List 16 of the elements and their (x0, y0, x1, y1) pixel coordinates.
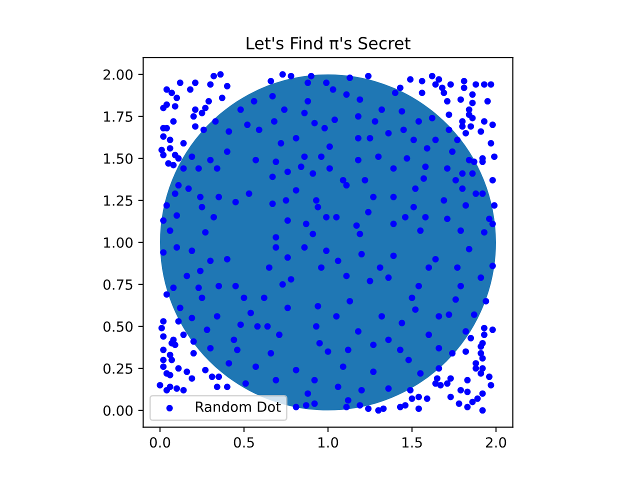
y-tick-label: 1.75 (104, 112, 132, 122)
x-tick-label: 0.0 (150, 437, 170, 448)
y-tick-label: 2.00 (104, 69, 133, 80)
y-tick-label: 0.25 (103, 363, 132, 374)
chart-title: Let's Find π's Secret (246, 36, 410, 50)
y-tick-label: 1.00 (104, 237, 133, 248)
x-tick-label: 0.5 (234, 437, 254, 448)
x-tick-label: 1.0 (318, 437, 338, 448)
y-tick-label: 0.75 (103, 279, 132, 290)
y-tick-label: 1.25 (104, 195, 132, 206)
y-tick-label: 1.50 (104, 153, 133, 164)
x-tick-label: 2.0 (486, 437, 506, 448)
legend-label: Random Dot (196, 401, 281, 412)
y-tick-label: 0.00 (103, 405, 133, 416)
x-tick-label: 1.5 (402, 437, 422, 448)
y-tick-label: 0.50 (103, 321, 133, 332)
